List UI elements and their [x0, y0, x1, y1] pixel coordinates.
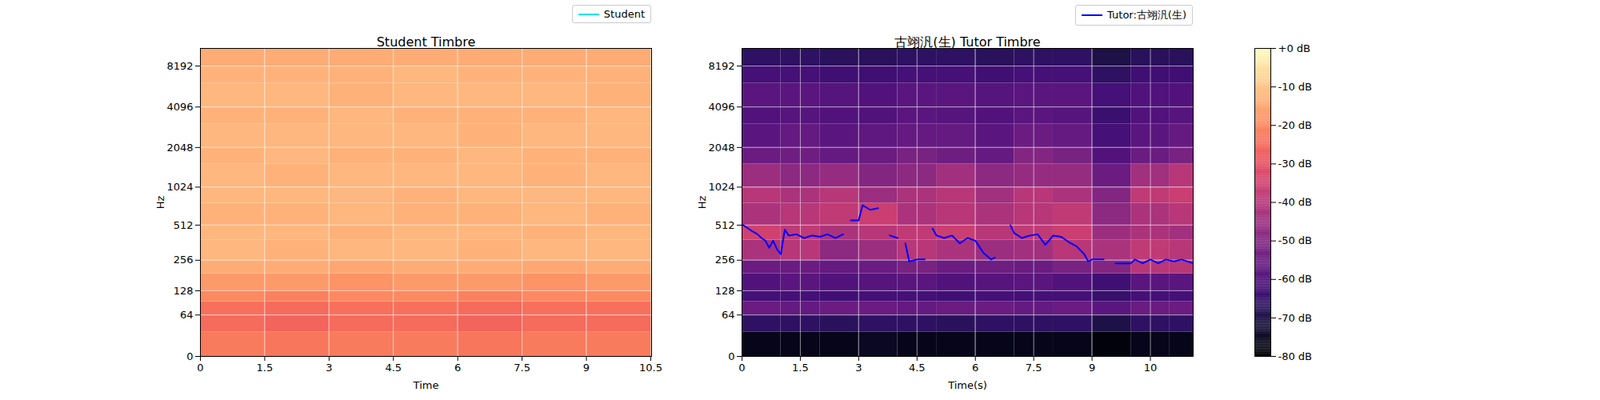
svg-text:4096: 4096: [708, 100, 735, 113]
svg-text:10.5: 10.5: [639, 361, 663, 374]
svg-text:0: 0: [738, 361, 745, 374]
svg-text:-20 dB: -20 dB: [1278, 119, 1313, 132]
svg-text:256: 256: [715, 253, 736, 266]
svg-text:+0 dB: +0 dB: [1278, 42, 1311, 55]
svg-text:-60 dB: -60 dB: [1278, 272, 1313, 285]
svg-text:9: 9: [1088, 361, 1096, 374]
svg-text:1.5: 1.5: [256, 361, 274, 374]
svg-text:2048: 2048: [166, 141, 193, 154]
svg-text:3: 3: [855, 361, 862, 374]
svg-text:-50 dB: -50 dB: [1278, 234, 1313, 247]
svg-text:Student Timbre: Student Timbre: [376, 34, 476, 50]
svg-text:64: 64: [180, 308, 194, 321]
svg-text:7.5: 7.5: [513, 361, 531, 374]
svg-text:1.5: 1.5: [792, 361, 809, 374]
svg-text:10: 10: [1144, 361, 1158, 374]
svg-text:Time(s): Time(s): [947, 379, 988, 392]
svg-text:3: 3: [325, 361, 332, 374]
svg-text:-80 dB: -80 dB: [1278, 350, 1313, 363]
svg-text:Hz: Hz: [154, 196, 167, 210]
svg-text:7.5: 7.5: [1025, 361, 1043, 374]
svg-text:6: 6: [972, 361, 979, 374]
svg-text:0: 0: [728, 350, 735, 363]
html-text:Student: Student: [603, 8, 645, 20]
svg-text:4096: 4096: [166, 100, 193, 113]
svg-text:128: 128: [715, 284, 736, 297]
svg-text:6: 6: [454, 361, 461, 374]
svg-text:64: 64: [721, 308, 736, 321]
svg-text:512: 512: [173, 219, 194, 232]
svg-text:4.5: 4.5: [908, 361, 926, 374]
svg-text:512: 512: [715, 219, 736, 232]
svg-text:256: 256: [173, 253, 194, 266]
svg-text:1024: 1024: [166, 180, 193, 193]
svg-text:0: 0: [186, 350, 193, 363]
svg-text:4.5: 4.5: [384, 361, 402, 374]
svg-text:2048: 2048: [708, 141, 735, 154]
svg-text:古翊汎(生) Tutor Timbre: 古翊汎(生) Tutor Timbre: [894, 34, 1040, 50]
svg-text:Time: Time: [412, 379, 440, 392]
svg-text:1024: 1024: [708, 180, 735, 193]
svg-text:9: 9: [583, 361, 590, 374]
svg-text:-10 dB: -10 dB: [1278, 80, 1313, 93]
svg-text:Hz: Hz: [696, 196, 708, 210]
svg-text:-30 dB: -30 dB: [1278, 157, 1313, 170]
svg-text:128: 128: [173, 284, 194, 297]
svg-text:8192: 8192: [708, 60, 735, 72]
svg-text:8192: 8192: [166, 60, 193, 72]
svg-text:-40 dB: -40 dB: [1278, 196, 1313, 208]
html-text:Tutor:古翊汎(生): Tutor:古翊汎(生): [1107, 8, 1187, 21]
svg-text:0: 0: [196, 361, 204, 374]
svg-text:-70 dB: -70 dB: [1278, 312, 1313, 324]
